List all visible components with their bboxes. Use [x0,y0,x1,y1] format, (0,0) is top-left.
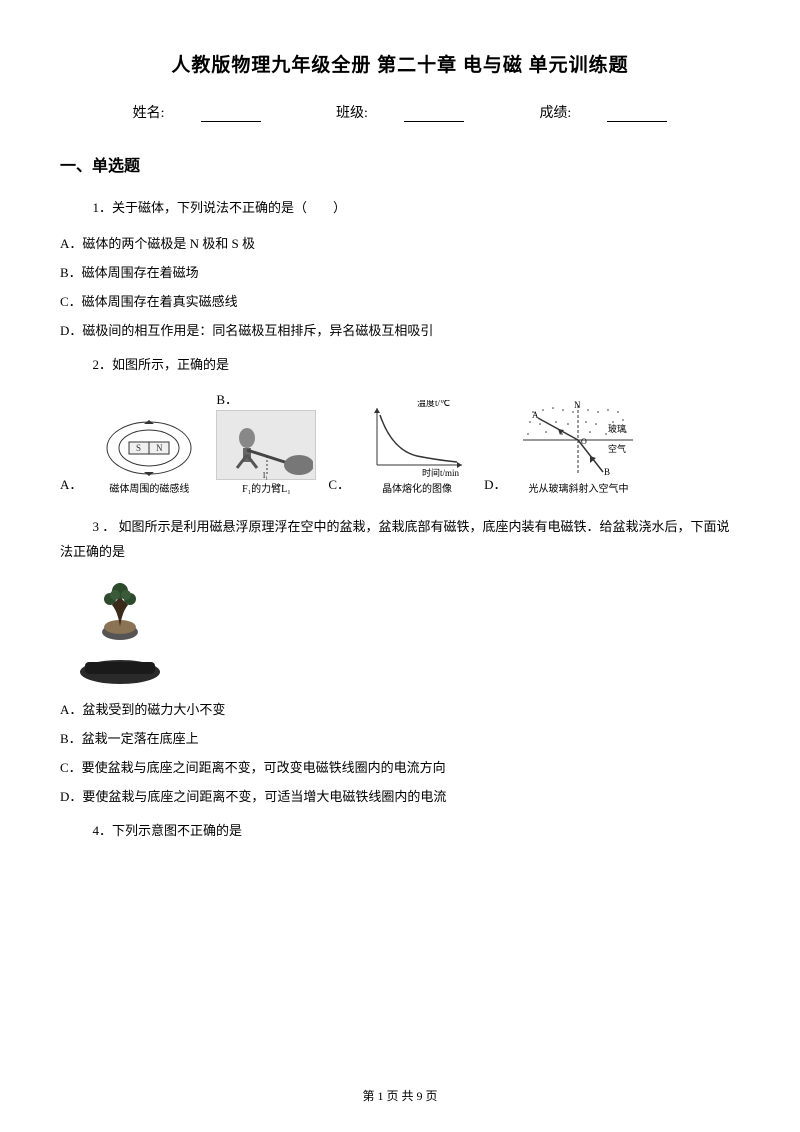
figure-d-caption: 光从玻璃斜射入空气中 [528,480,628,495]
question-stem: 4．下列示意图不正确的是 [60,819,740,844]
svg-text:B: B [604,467,610,477]
option-d: D．磁极间的相互作用是：同名磁极互相排斥，异名磁极互相吸引 [60,320,740,339]
question-stem: 3 ． 如图所示是利用磁悬浮原理浮在空中的盆栽，盆栽底部有磁铁，底座内装有电磁铁… [60,515,740,564]
question-2: 2．如图所示，正确的是 [60,353,740,378]
option-b: B．磁体周围存在着磁场 [60,262,740,281]
svg-text:S: S [136,443,141,453]
figure-c-cell: 温度t/℃ 时间t/min 晶体熔化的图像 [362,400,472,495]
question-stem: 2．如图所示，正确的是 [60,353,740,378]
svg-text:O: O [581,437,587,446]
question-1: 1．关于磁体，下列说法不正确的是（ ） [60,196,740,221]
name-label: 姓名: [115,106,279,121]
question-4: 4．下列示意图不正确的是 [60,819,740,844]
question-stem: 1．关于磁体，下列说法不正确的是（ ） [60,196,740,221]
refraction-icon: N A B O 玻璃 空气 [518,400,638,480]
option-a-label: A． [60,474,82,493]
q2-figures-row: A． S N 磁体周围的磁感线 B． l₁ [60,389,740,495]
figure-b-cell: B． l₁ F₁的力臂L₁ [216,389,316,495]
option-c: C．磁体周围存在着真实磁感线 [60,291,740,310]
melting-graph-icon: 温度t/℃ 时间t/min [362,400,472,480]
option-b: B．盆栽一定落在底座上 [60,728,740,747]
option-c: C．要使盆栽与底座之间距离不变，可改变电磁铁线圈内的电流方向 [60,757,740,776]
svg-text:空气: 空气 [608,443,626,454]
magnet-field-lines-icon: S N [94,415,204,480]
student-info-row: 姓名: 班级: 成绩: [60,102,740,122]
option-c-label: C． [328,474,350,493]
svg-text:N: N [156,443,163,453]
svg-text:l₁: l₁ [263,471,268,480]
section-1-header: 一、单选题 [60,152,740,176]
option-d: D．要使盆栽与底座之间距离不变，可适当增大电磁铁线圈内的电流 [60,786,740,805]
question-3: 3 ． 如图所示是利用磁悬浮原理浮在空中的盆栽，盆栽底部有磁铁，底座内装有电磁铁… [60,515,740,564]
figure-d-cell: N A B O 玻璃 空气 光从玻璃斜射入空气中 [518,400,638,495]
option-b-label: B． [216,389,238,408]
svg-text:N: N [574,400,581,410]
figure-b-caption: F₁的力臂L₁ [242,480,291,495]
option-d-label: D． [484,474,506,493]
figure-c-caption: 晶体熔化的图像 [382,480,452,495]
bonsai-levitation-icon [70,577,170,687]
svg-text:温度t/℃: 温度t/℃ [417,400,450,408]
lever-arm-icon: l₁ [216,410,316,480]
page-footer: 第 1 页 共 9 页 [0,1087,800,1104]
page-title: 人教版物理九年级全册 第二十章 电与磁 单元训练题 [60,50,740,77]
option-a: A．磁体的两个磁极是 N 极和 S 极 [60,233,740,252]
figure-a-caption: 磁体周围的磁感线 [109,480,189,495]
option-a: A．盆栽受到的磁力大小不变 [60,699,740,718]
svg-text:时间t/min: 时间t/min [422,467,460,478]
score-label: 成绩: [521,106,685,121]
figure-a-cell: S N 磁体周围的磁感线 [94,415,204,495]
svg-text:玻璃: 玻璃 [608,423,626,434]
class-label: 班级: [318,106,482,121]
